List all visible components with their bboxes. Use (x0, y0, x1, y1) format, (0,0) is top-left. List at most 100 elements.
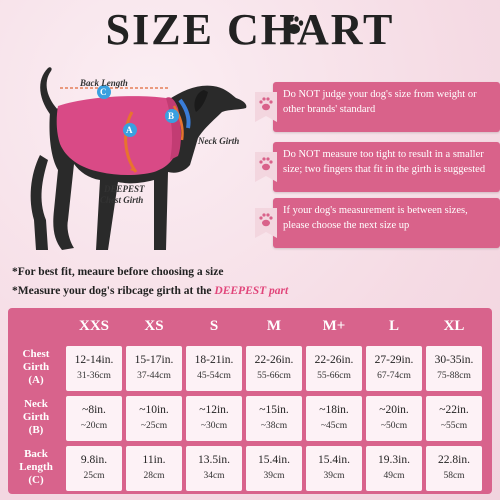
cell-inches: 18-21in. (194, 354, 234, 366)
size-header: M+ (322, 317, 346, 334)
table-cell: 22-26in. 55-66cm (246, 346, 302, 391)
table-cell: ~22in. ~55cm (426, 396, 482, 441)
dog-illustration (30, 67, 247, 251)
cell-inches: ~20in. (379, 404, 409, 416)
tip-2: Do NOT measure too tight to result in a … (255, 142, 500, 192)
row-label-line: Neck (24, 398, 48, 410)
cell-cm: 34cm (203, 471, 225, 481)
note-measure-text: *Measure your dog's ribcage girth at the (12, 285, 215, 297)
table-cell: 15.4in. 39cm (306, 446, 362, 491)
table-cell: 22-26in. 55-66cm (306, 346, 362, 391)
cell-cm: ~50cm (380, 421, 408, 431)
table-cell: ~20in. ~50cm (366, 396, 422, 441)
table-cell: 15-17in. 37-44cm (126, 346, 182, 391)
table-cell: 11in. 28cm (126, 446, 182, 491)
size-header: S (209, 317, 219, 334)
tip-text: Do NOT measure too tight to result in a … (283, 149, 486, 175)
table-cell: 18-21in. 45-54cm (186, 346, 242, 391)
paw-badge-icon (255, 208, 277, 238)
table-cell: 19.3in. 49cm (366, 446, 422, 491)
cell-inches: 9.8in. (80, 454, 108, 466)
tip-text: Do NOT judge your dog's size from weight… (283, 89, 477, 115)
table-cell: 13.5in. 34cm (186, 446, 242, 491)
dog-diagram: C A B Back Length Neck Girth DEEPEST Che… (8, 60, 253, 260)
table-cell: 12-14in. 31-36cm (66, 346, 122, 391)
tip-1: Do NOT judge your dog's size from weight… (255, 82, 500, 132)
cell-inches: 22-26in. (314, 354, 354, 366)
cell-cm: ~25cm (140, 421, 168, 431)
table-cell: ~10in. ~25cm (126, 396, 182, 441)
page-title: SIZE CHART (105, 4, 395, 54)
note-deepest-highlight: DEEPEST part (214, 285, 289, 297)
page-title-bar: SIZE CHART (0, 0, 500, 58)
row-label-line: (C) (28, 474, 44, 486)
table-cell: 15.4in. 39cm (246, 446, 302, 491)
table-cell: ~15in. ~38cm (246, 396, 302, 441)
size-header: XL (443, 317, 465, 334)
table-cell: 30-35in. 75-88cm (426, 346, 482, 391)
table-cell: 9.8in. 25cm (66, 446, 122, 491)
cell-cm: 45-54cm (197, 371, 231, 381)
cell-inches: 15.4in. (318, 454, 350, 466)
marker-a: A (126, 125, 133, 135)
cell-inches: 22-26in. (254, 354, 294, 366)
cell-cm: 25cm (83, 471, 105, 481)
row-label-line: Chest (22, 348, 50, 360)
cell-cm: ~55cm (440, 421, 468, 431)
table-cell: ~8in. ~20cm (66, 396, 122, 441)
cell-cm: 75-88cm (437, 371, 471, 381)
row-label-line: Girth (22, 361, 50, 373)
tip-3: If your dog's measurement is between siz… (255, 198, 500, 248)
cell-inches: ~8in. (82, 404, 106, 416)
tip-box: Do NOT measure too tight to result in a … (273, 142, 500, 192)
cell-cm: ~38cm (260, 421, 288, 431)
back-length-label: Back Length (80, 78, 128, 88)
row-label: Chest Girth (A) (8, 348, 64, 387)
cell-inches: 12-14in. (74, 354, 114, 366)
cell-cm: 67-74cm (377, 371, 411, 381)
row-label-line: Back (24, 448, 48, 460)
table-cell: 22.8in. 58cm (426, 446, 482, 491)
size-header: XXS (78, 317, 109, 334)
tip-box: If your dog's measurement is between siz… (273, 198, 500, 248)
row-label-line: (A) (28, 374, 44, 386)
size-header: M (266, 317, 282, 334)
neck-girth-label: Neck Girth (198, 136, 240, 146)
size-header: L (388, 317, 399, 334)
note-measure: *Measure your dog's ribcage girth at the… (12, 285, 288, 297)
cell-inches: ~18in. (319, 404, 349, 416)
cell-cm: ~45cm (320, 421, 348, 431)
cell-cm: ~20cm (80, 421, 108, 431)
table-cell: 27-29in. 67-74cm (366, 346, 422, 391)
cell-inches: 11in. (142, 454, 166, 466)
row-label-line: (B) (28, 424, 44, 436)
chest-girth-label: Chest Girth (100, 195, 144, 205)
row-label: Neck Girth (B) (8, 398, 64, 437)
cell-cm: 55-66cm (317, 371, 351, 381)
cell-cm: 58cm (443, 471, 465, 481)
size-table: XXS XS S M M+ L XL Chest Girth (A) 12-14in. 31-36c… (8, 308, 492, 494)
paw-logo-icon (284, 16, 304, 34)
tip-text: If your dog's measurement is between siz… (283, 205, 468, 231)
table-cell: ~18in. ~45cm (306, 396, 362, 441)
size-header: XS (144, 317, 164, 334)
paw-badge-icon (255, 152, 277, 182)
cell-inches: 22.8in. (438, 454, 470, 466)
cell-cm: 39cm (323, 471, 345, 481)
cell-cm: ~30cm (200, 421, 228, 431)
deepest-label: DEEPEST (104, 184, 145, 194)
marker-c: C (100, 87, 107, 97)
cell-inches: 15.4in. (258, 454, 290, 466)
tip-box: Do NOT judge your dog's size from weight… (273, 82, 500, 132)
row-label: Back Length (C) (8, 448, 64, 487)
cell-cm: 49cm (383, 471, 405, 481)
cell-cm: 28cm (143, 471, 165, 481)
cell-inches: 13.5in. (198, 454, 230, 466)
cell-inches: 30-35in. (434, 354, 474, 366)
cell-inches: 27-29in. (374, 354, 414, 366)
cell-inches: ~22in. (439, 404, 469, 416)
cell-cm: 55-66cm (257, 371, 291, 381)
cell-cm: 37-44cm (137, 371, 171, 381)
note-best-fit: *For best fit, meaure before choosing a … (12, 266, 224, 278)
row-label-line: Girth (22, 411, 50, 423)
